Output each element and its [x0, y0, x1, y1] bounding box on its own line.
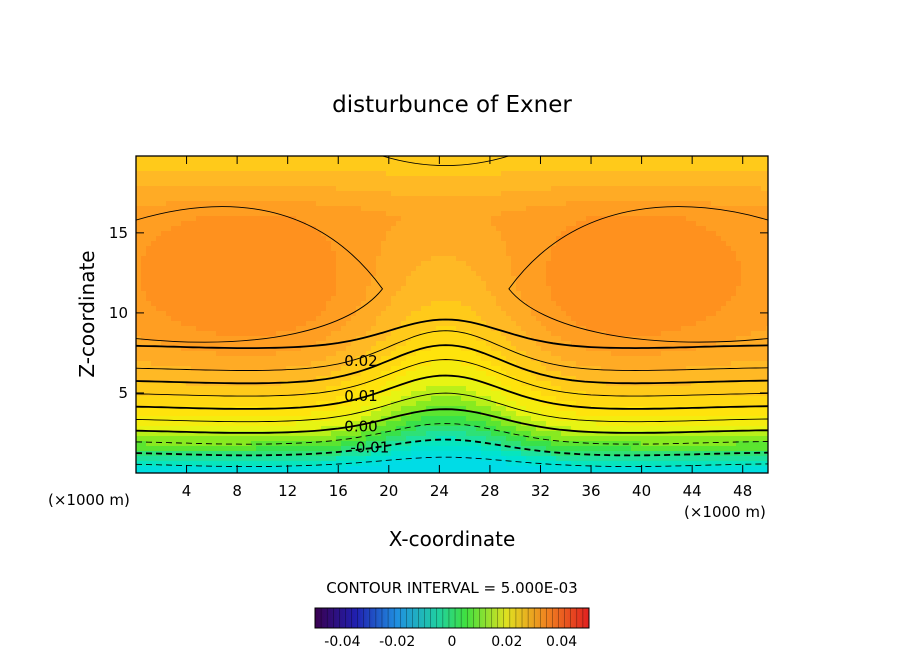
contour-line-lobe-right: [508, 206, 768, 343]
x-unit-right: (×1000 m): [684, 503, 766, 521]
contour-line: [136, 374, 768, 410]
plot-frame: [135, 155, 769, 474]
x-tick-label: 36: [581, 482, 600, 500]
x-tick-label: 40: [632, 482, 651, 500]
colorbar-tick-label: 0.04: [546, 634, 577, 650]
contour-label: 0.01: [344, 387, 377, 405]
contour-interval-text: CONTOUR INTERVAL = 5.000E-03: [326, 579, 577, 597]
x-tick-label: 16: [329, 482, 348, 500]
contour-line: [136, 344, 768, 385]
y-axis-label: Z-coordinate: [75, 250, 99, 377]
contour-line: [136, 423, 768, 445]
contour-line: [136, 408, 768, 434]
contour-line-top: [382, 156, 510, 167]
contour-line-lobe-left: [136, 206, 384, 343]
x-tick-label: 48: [733, 482, 752, 500]
colorbar-tick-label: -0.02: [379, 634, 415, 650]
y-tick-label: 10: [109, 304, 128, 322]
contour-line: [136, 456, 768, 468]
x-tick-label: 12: [278, 482, 297, 500]
contour-line: [136, 438, 768, 457]
x-axis-ticks: 4 8 12 16 20 24 28 32 36 40 44 48: [182, 156, 752, 500]
x-tick-label: 32: [531, 482, 550, 500]
contour-line: [136, 359, 768, 397]
colorbar-tick-label: 0: [448, 634, 457, 650]
x-tick-label: 8: [232, 482, 242, 500]
x-axis-label: X-coordinate: [389, 527, 516, 551]
contour-label: 0.02: [344, 352, 377, 370]
x-tick-label: 20: [379, 482, 398, 500]
x-tick-label: 4: [182, 482, 192, 500]
colorbar-labels: -0.04 -0.02 0 0.02 0.04: [324, 634, 577, 650]
x-tick-label: 44: [683, 482, 702, 500]
contour-lines: [136, 156, 768, 468]
colorbar: [314, 607, 590, 629]
contour-label: -0.01: [350, 438, 389, 456]
x-unit-left: (×1000 m): [48, 491, 130, 509]
contour-field: [136, 156, 768, 473]
contour-line: [136, 392, 768, 423]
y-tick-label: 5: [118, 384, 128, 402]
contour-label: 0.00: [344, 418, 377, 436]
x-tick-label: 28: [480, 482, 499, 500]
y-axis-ticks: 5 10 15: [109, 224, 768, 402]
colorbar-tick-label: 0.02: [491, 634, 522, 650]
chart-title: disturbunce of Exner: [332, 92, 572, 118]
colorbar-tick-label: -0.04: [324, 634, 360, 650]
colorbar-stripes: [320, 608, 584, 628]
contour-labels: 0.02 0.01 0.00 -0.01: [344, 352, 389, 456]
contour-line: [136, 330, 768, 371]
y-tick-label: 15: [109, 224, 128, 242]
x-tick-label: 24: [430, 482, 449, 500]
contour-line: [136, 318, 768, 350]
